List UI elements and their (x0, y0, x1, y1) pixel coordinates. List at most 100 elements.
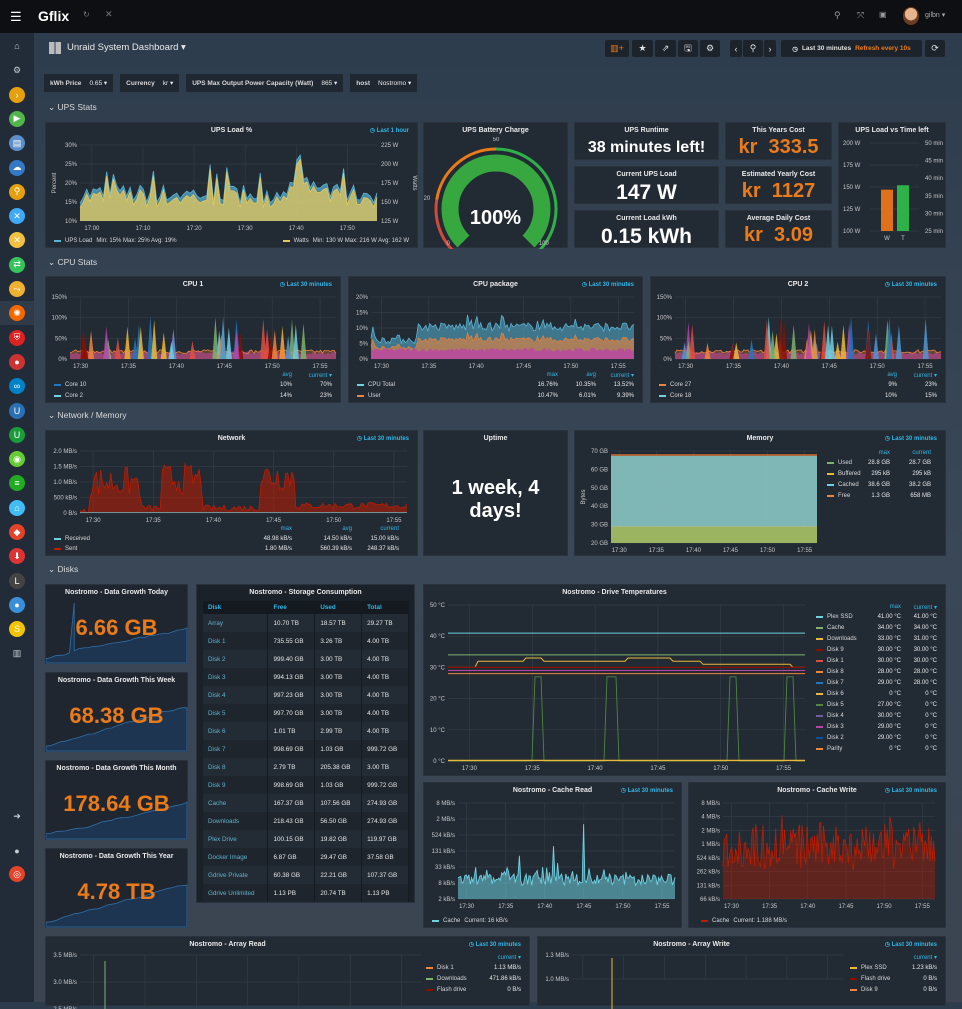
panel-drive-temperatures[interactable]: Nostromo - Drive Temperatures 0 °C 10 °C 20… (423, 584, 946, 776)
sidebar-item-sign-out-icon[interactable]: ➜ (13, 810, 21, 821)
legend-item[interactable]: Disk 9 (816, 647, 844, 653)
column-header-disk[interactable]: Disk (203, 601, 269, 614)
column-header-total[interactable]: Total (361, 601, 409, 614)
legend-item[interactable]: Disk 2 (816, 735, 844, 741)
legend-header-0[interactable]: max (546, 372, 558, 378)
legend-item[interactable]: Cached (827, 482, 859, 488)
legend-item[interactable]: Flash drive (426, 987, 466, 993)
sidebar-item-home-assistant-icon[interactable]: ⌂ (9, 499, 25, 516)
panel-cpu-package[interactable]: CPU package ◷ Last 30 minutes 0% 5% 10% 15% 20… (348, 276, 643, 403)
panel-data-growth-3[interactable]: Nostromo - Data Growth This Year 4.78 TB (45, 848, 188, 928)
panel-array-write[interactable]: Nostromo - Array Write ◷ Last 30 minutes 1… (537, 936, 946, 1009)
legend-item[interactable]: Buffered (827, 471, 861, 477)
sidebar-item-gitlab-icon[interactable]: ◆ (9, 524, 25, 540)
legend-header-0[interactable]: avg (282, 372, 292, 378)
legend-header-1[interactable]: current ▾ (913, 605, 937, 611)
panel-cpu1[interactable]: CPU 1 ◷ Last 30 minutes 0% 50% 100% 150% 17:30… (45, 276, 341, 403)
sidebar-item-unifi-icon[interactable]: U (9, 402, 25, 419)
sidebar-item-home-icon[interactable]: ⌂ (14, 41, 20, 51)
panel-network[interactable]: Network ◷ Last 30 minutes 0 B/s 500 kB/s 1.0… (45, 430, 418, 556)
legend-item[interactable]: Sent (54, 546, 77, 552)
variable-currency[interactable]: Currency kr ▾ (120, 74, 180, 92)
app-name[interactable]: Gflix (38, 8, 70, 24)
sidebar-item-nextcloud-icon[interactable]: ∞ (9, 378, 25, 395)
legend-item[interactable]: User (357, 393, 381, 399)
legend-header-1[interactable]: avg (342, 526, 352, 532)
panel-storage-consumption[interactable]: Nostromo - Storage Consumption Disk Free U… (196, 584, 415, 903)
sidebar-item-app-bars-icon[interactable]: ≡ (9, 475, 25, 492)
legend-item[interactable]: Downloads (816, 636, 857, 642)
legend-item[interactable]: Disk 1 (426, 965, 454, 971)
legend-item[interactable]: Core 2 (54, 393, 83, 399)
sidebar-item-book-icon[interactable]: ▥ (12, 648, 22, 658)
panel-this-years-cost[interactable]: This Years Cost kr 333.5 (725, 122, 832, 160)
dashboard-title[interactable]: Unraid System Dashboard ▾ (67, 42, 186, 53)
panel-ups-runtime[interactable]: UPS Runtime 38 minutes left! (574, 122, 719, 160)
panel-array-read[interactable]: Nostromo - Array Read◷ Last 30 minutes2.… (45, 936, 530, 1009)
legend-header-0[interactable]: avg (887, 372, 897, 378)
row-ups-stats[interactable]: ⌄ UPS Stats (48, 102, 97, 112)
legend-header-1[interactable]: current ▾ (913, 373, 937, 379)
sidebar-item-app-x2-icon[interactable]: ✕ (9, 232, 25, 249)
avatar[interactable] (903, 7, 919, 25)
legend-item[interactable]: Disk 4 (816, 713, 844, 719)
column-header-free[interactable]: Free (267, 601, 316, 614)
sidebar-item-emby-icon[interactable]: ▶ (9, 110, 25, 127)
legend-header-current[interactable]: current ▾ (497, 955, 521, 961)
sidebar-item-cloud-icon[interactable]: ☁ (9, 159, 25, 176)
legend-header-2[interactable]: current ▾ (610, 373, 634, 379)
row-disks[interactable]: ⌄ Disks (48, 564, 79, 574)
panel-ups-load-vs-time[interactable]: UPS Load vs Time left 100 W 125 W 150 W 175… (838, 122, 946, 248)
sidebar-item-settings-icon[interactable]: ⚙ (12, 64, 22, 75)
panel-data-growth-0[interactable]: Nostromo - Data Growth Today 6.66 GB (45, 584, 188, 664)
legend-item[interactable]: Disk 5 (816, 702, 844, 708)
legend-item[interactable]: Free (827, 493, 850, 499)
sidebar-item-grafana-icon[interactable]: ✺ (9, 305, 25, 322)
row-cpu-stats[interactable]: ⌄ CPU Stats (48, 257, 98, 267)
panel-uptime[interactable]: Uptime 1 week, 4 days! (423, 430, 568, 556)
sidebar-item-app-icon[interactable]: ▤ (9, 135, 25, 152)
sidebar-item-plex-icon[interactable]: › (9, 86, 25, 103)
panel-data-growth-2[interactable]: Nostromo - Data Growth This Month 178.64 … (45, 760, 188, 840)
variable-host[interactable]: host Nostromo ▾ (350, 74, 418, 92)
legend-header-0[interactable]: max (889, 604, 901, 610)
legend-ups-load[interactable]: UPS Load Min: 15% Max: 25% Avg: 19% (54, 238, 177, 244)
panel-current-load-kwh[interactable]: Current Load kWh 0.15 kWh (574, 210, 719, 248)
panel-average-daily-cost[interactable]: Average Daily Cost kr 3.09 (725, 210, 832, 248)
column-header-used[interactable]: Used (314, 601, 363, 614)
panel-ups-load[interactable]: UPS Load % ◷ Last 1 hour 10% 15% 20% 25% 30%… (45, 122, 418, 248)
sidebar-item-sabnzbd-icon[interactable]: S (9, 621, 25, 638)
legend-item[interactable]: Downloads (426, 976, 467, 982)
row-network-memory[interactable]: ⌄ Network / Memory (48, 410, 127, 420)
sidebar-item-app-green-u-icon[interactable]: U (9, 426, 25, 443)
legend-header-1[interactable]: avg (586, 372, 596, 378)
legend-cache[interactable]: Cache Current: 1.188 MB/s (701, 918, 787, 924)
sidebar-item-search-app-icon[interactable]: ⚲ (9, 183, 25, 200)
sidebar-item-app-red-icon[interactable]: ● (9, 353, 25, 370)
legend-item[interactable]: Disk 3 (816, 724, 844, 730)
variable-kwh-price[interactable]: kWh Price 0.65 ▾ (44, 74, 114, 92)
user-menu[interactable]: gilbn ▾ (925, 12, 946, 19)
legend-cache[interactable]: Cache Current: 16 kB/s (432, 918, 508, 924)
translate-icon[interactable]: ▣ (879, 10, 887, 19)
refresh-tab-icon[interactable]: ↻ (83, 10, 90, 19)
sidebar-item-app-arrow-icon[interactable]: ⇄ (9, 256, 25, 273)
legend-item[interactable]: Disk 9 (850, 987, 878, 993)
save-button[interactable]: 🖫 (678, 40, 698, 57)
sidebar-item-app-x-icon[interactable]: ✕ (9, 208, 25, 225)
legend-item[interactable]: Flash drive (850, 976, 890, 982)
legend-item[interactable]: Plex SSD (850, 965, 887, 971)
legend-item[interactable]: Disk 7 (816, 680, 844, 686)
legend-item[interactable]: Used (827, 460, 852, 466)
search-icon[interactable]: ⚲ (834, 10, 841, 20)
zoom-out-button[interactable]: ⚲ (743, 40, 763, 57)
close-tab-icon[interactable]: ✕ (105, 9, 113, 19)
share-button[interactable]: ⇗ (655, 40, 676, 57)
star-button[interactable]: ★ (632, 40, 653, 57)
legend-item[interactable]: CPU Total (357, 382, 395, 388)
panel-data-growth-1[interactable]: Nostromo - Data Growth This Week 68.38 GB (45, 672, 188, 752)
panel-current-ups-load[interactable]: Current UPS Load 147 W (574, 166, 719, 204)
add-panel-button[interactable]: ▥+ (605, 40, 629, 57)
legend-item[interactable]: Core 18 (659, 393, 691, 399)
sidebar-item-drop-icon[interactable]: ● (9, 596, 25, 613)
